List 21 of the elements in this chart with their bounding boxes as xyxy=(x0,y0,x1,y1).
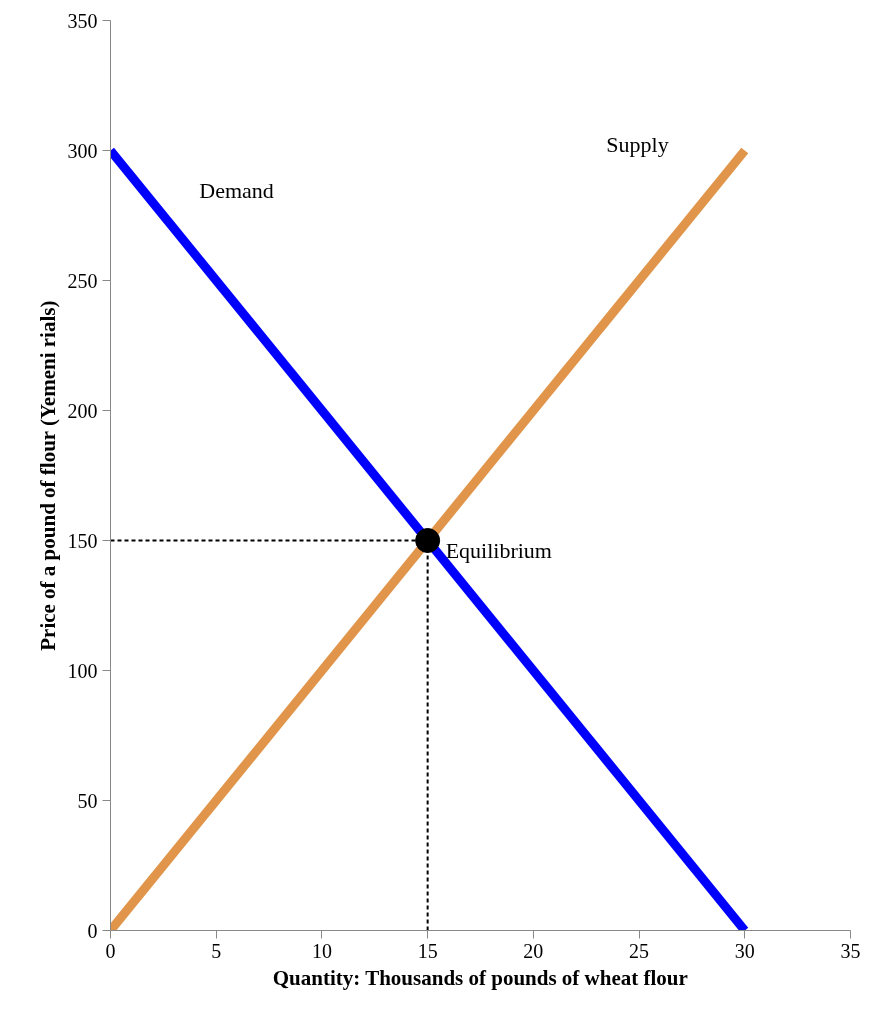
y-tick-label: 100 xyxy=(67,659,98,682)
series-label: Demand xyxy=(199,177,274,203)
x-tick-label: 10 xyxy=(311,939,332,962)
y-tick-label: 150 xyxy=(67,529,98,552)
x-tick-label: 35 xyxy=(840,939,861,962)
x-tick-label: 15 xyxy=(417,939,438,962)
x-tick-label: 20 xyxy=(523,939,544,962)
x-tick-label: 30 xyxy=(734,939,755,962)
x-tick-label: 0 xyxy=(105,939,116,962)
x-tick-label: 5 xyxy=(211,939,222,962)
x-axis-title: Quantity: Thousands of pounds of wheat flour xyxy=(272,965,688,990)
y-tick-label: 200 xyxy=(67,399,98,422)
y-tick-label: 300 xyxy=(67,139,98,162)
y-tick-label: 350 xyxy=(67,9,98,32)
x-tick-label: 25 xyxy=(629,939,650,962)
text: Supply xyxy=(606,132,669,157)
y-tick-label: 250 xyxy=(67,269,98,292)
y-axis-title: Price of a pound of flour (Yemeni rials) xyxy=(35,300,60,651)
y-tick-label: 50 xyxy=(77,789,98,812)
annotation: Equilibrium xyxy=(445,537,552,563)
y-tick-label: 0 xyxy=(87,919,98,942)
